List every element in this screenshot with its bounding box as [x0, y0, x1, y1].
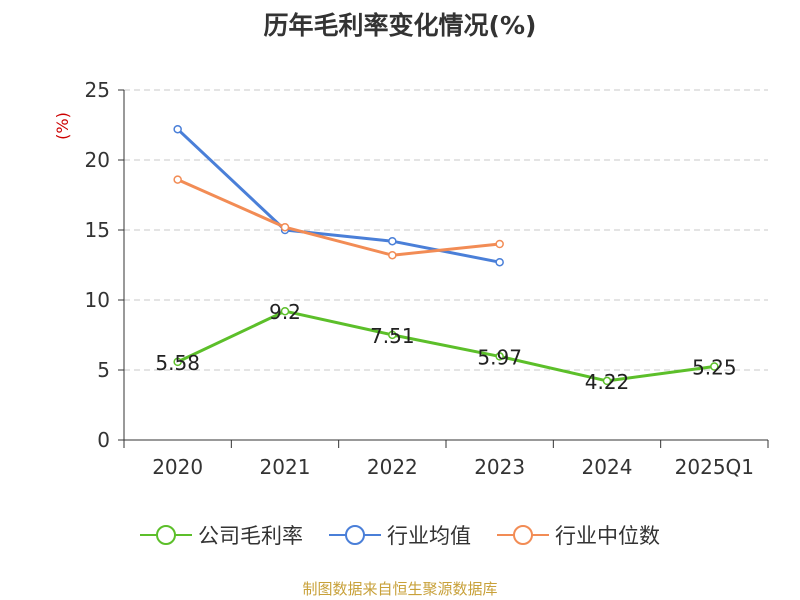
data-point	[495, 352, 504, 361]
data-point	[495, 257, 504, 267]
x-tick-label: 2023	[474, 455, 525, 479]
data-label: 5.58	[155, 351, 200, 375]
data-point	[388, 330, 397, 340]
legend-label: 行业均值	[387, 524, 471, 548]
data-point	[173, 124, 182, 134]
chart-title: 历年毛利率变化情况(%)	[263, 11, 537, 40]
legend-marker-icon	[140, 525, 192, 545]
data-point	[710, 362, 719, 371]
y-tick-label: 25	[85, 78, 110, 102]
series-line	[177, 178, 500, 257]
x-tick-label: 2022	[367, 455, 418, 479]
legend-marker-icon	[497, 525, 549, 545]
legend: 公司毛利率 行业均值 行业中位数	[0, 520, 800, 550]
x-tick-label: 2024	[582, 455, 633, 479]
data-label: 5.25	[692, 356, 737, 380]
series-line	[177, 309, 715, 383]
x-tick-label: 2020	[152, 455, 203, 479]
y-tick-label: 5	[97, 358, 110, 382]
data-point	[280, 222, 290, 232]
legend-item[interactable]: 行业中位数	[497, 520, 660, 550]
legend-item[interactable]: 公司毛利率	[140, 520, 303, 550]
x-tick-label: 2021	[260, 455, 311, 479]
legend-marker-icon	[329, 525, 381, 545]
y-tick-label: 20	[85, 148, 110, 172]
legend-label: 公司毛利率	[198, 524, 303, 548]
y-tick-label: 0	[97, 428, 110, 452]
data-point	[388, 250, 397, 260]
y-axis-label: (%)	[53, 112, 72, 140]
series-line	[176, 128, 500, 264]
data-point	[280, 306, 290, 316]
data-label: 5.97	[477, 345, 522, 369]
data-label: 7.51	[370, 324, 415, 348]
x-tick-label: 2025Q1	[675, 455, 754, 479]
legend-item[interactable]: 行业均值	[329, 520, 471, 550]
data-label: 9.2	[269, 300, 301, 324]
data-point	[173, 175, 182, 184]
data-point	[602, 376, 612, 386]
source-note: 制图数据来自恒生聚源数据库	[302, 580, 498, 598]
y-tick-label: 10	[85, 288, 110, 312]
data-point	[495, 239, 504, 249]
data-label: 4.22	[585, 370, 630, 394]
legend-label: 行业中位数	[555, 524, 660, 548]
data-point	[173, 357, 182, 367]
y-tick-label: 15	[85, 218, 110, 242]
data-point	[388, 236, 397, 246]
